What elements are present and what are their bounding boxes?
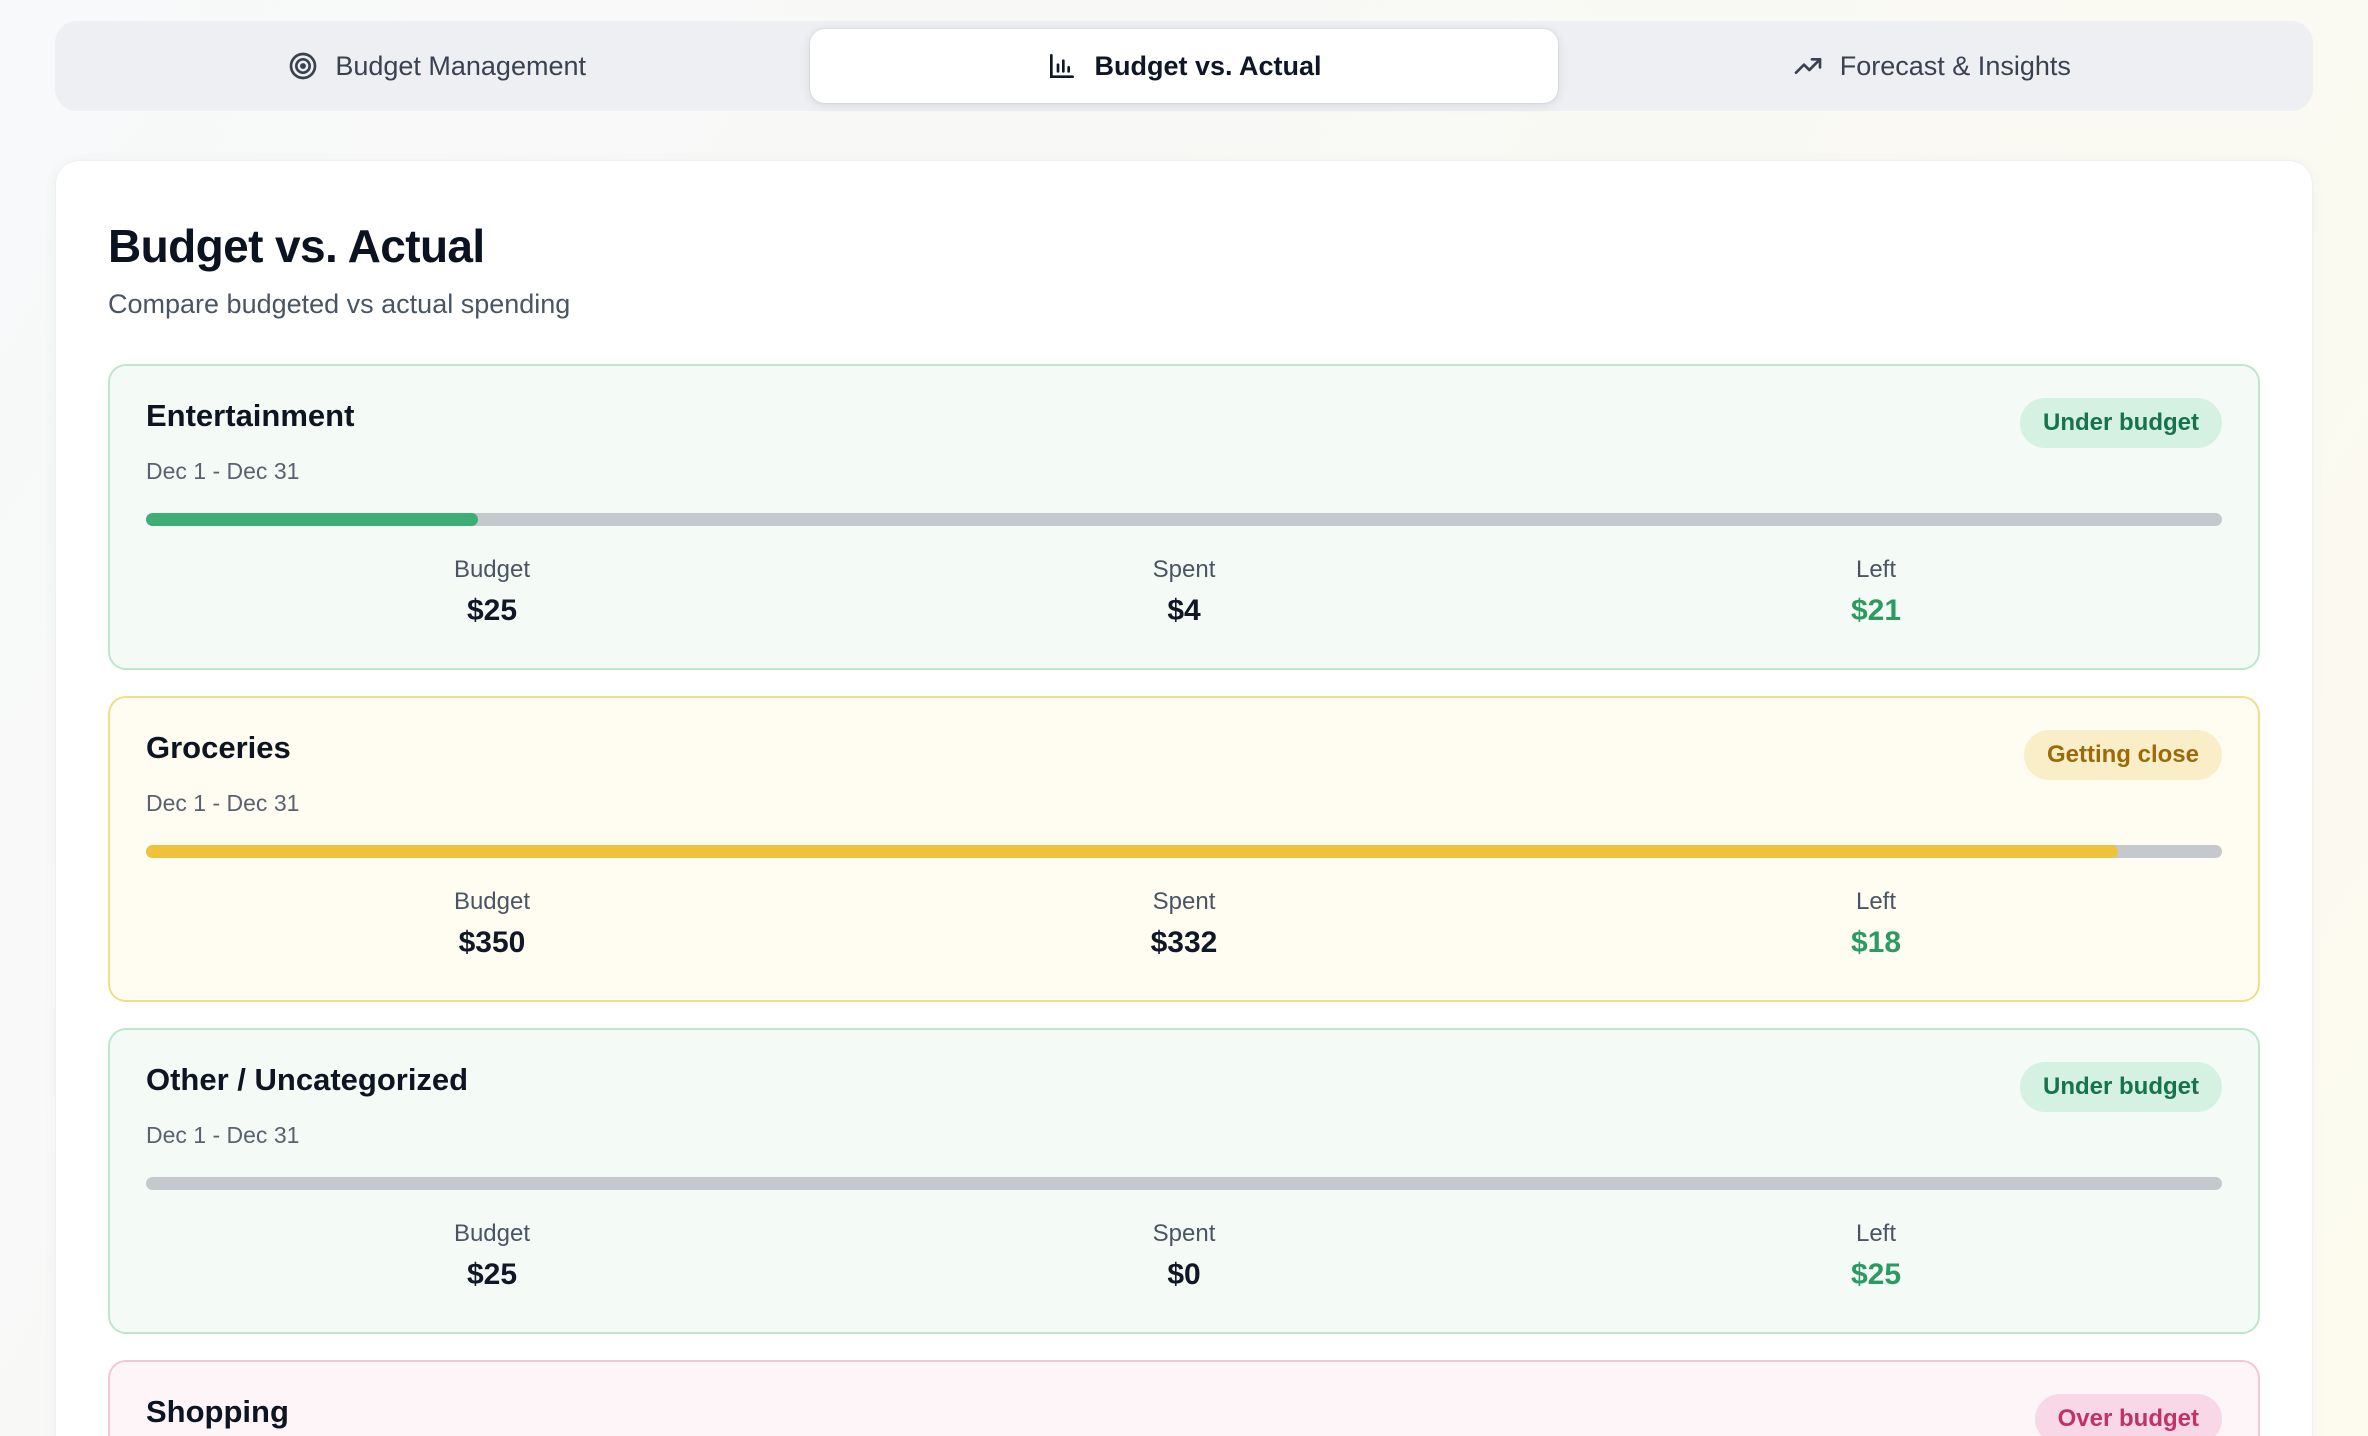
progress-bar xyxy=(146,845,2222,858)
tab-bar: Budget Management Budget vs. Actual Fore… xyxy=(55,21,2313,111)
left-label: Left xyxy=(1855,888,1897,915)
category-card-groceries: Groceries Getting close Dec 1 - Dec 31 B… xyxy=(108,696,2260,1002)
tab-forecast-insights[interactable]: Forecast & Insights xyxy=(1558,29,2305,103)
progress-bar xyxy=(146,513,2222,526)
left-label: Left xyxy=(1855,1220,1897,1247)
target-icon xyxy=(287,50,319,82)
category-list: Entertainment Under budget Dec 1 - Dec 3… xyxy=(108,364,2260,1436)
category-card-entertainment: Entertainment Under budget Dec 1 - Dec 3… xyxy=(108,364,2260,670)
spent-label: Spent xyxy=(1152,888,1216,915)
progress-fill xyxy=(146,513,479,526)
tab-label: Budget Management xyxy=(335,50,586,81)
budget-vs-actual-panel: Budget vs. Actual Compare budgeted vs ac… xyxy=(55,160,2313,1436)
status-badge: Under budget xyxy=(2020,1062,2222,1112)
category-card-shopping: Shopping Over budget Dec 1 - Dec 31 Budg… xyxy=(108,1360,2260,1436)
left-label: Left xyxy=(1855,556,1897,583)
spent-value: $0 xyxy=(1167,1258,1201,1291)
left-value: $21 xyxy=(1850,594,1902,627)
status-badge: Getting close xyxy=(2023,730,2222,780)
category-name: Groceries xyxy=(146,730,291,765)
page-subtitle: Compare budgeted vs actual spending xyxy=(108,289,571,319)
category-period: Dec 1 - Dec 31 xyxy=(146,458,300,484)
category-stats: Budget $25 Spent $0 Left $25 xyxy=(146,1220,2222,1292)
progress-bar xyxy=(146,1177,2222,1190)
category-stats: Budget $25 Spent $4 Left $21 xyxy=(146,556,2222,628)
category-period: Dec 1 - Dec 31 xyxy=(146,790,300,816)
category-name: Other / Uncategorized xyxy=(146,1062,469,1097)
budget-label: Budget xyxy=(453,556,531,583)
tab-budget-vs-actual[interactable]: Budget vs. Actual xyxy=(810,29,1558,103)
category-stats: Budget $350 Spent $332 Left $18 xyxy=(146,888,2222,960)
budget-value: $350 xyxy=(458,926,526,959)
spent-label: Spent xyxy=(1152,556,1216,583)
spent-value: $332 xyxy=(1150,926,1218,959)
status-badge: Over budget xyxy=(2034,1394,2222,1436)
category-name: Shopping xyxy=(146,1394,289,1429)
status-badge: Under budget xyxy=(2020,398,2222,448)
page-title: Budget vs. Actual xyxy=(108,220,485,272)
left-value: $25 xyxy=(1850,1258,1902,1291)
left-value: $18 xyxy=(1850,926,1902,959)
category-period: Dec 1 - Dec 31 xyxy=(146,1122,300,1148)
tab-budget-management[interactable]: Budget Management xyxy=(63,29,810,103)
tab-label: Forecast & Insights xyxy=(1839,50,2071,81)
category-card-other-uncategorized: Other / Uncategorized Under budget Dec 1… xyxy=(108,1028,2260,1334)
progress-fill xyxy=(146,845,2119,858)
spent-label: Spent xyxy=(1152,1220,1216,1247)
budget-value: $25 xyxy=(466,594,518,627)
budget-label: Budget xyxy=(453,888,531,915)
category-name: Entertainment xyxy=(146,398,355,433)
budget-value: $25 xyxy=(466,1258,518,1291)
budget-label: Budget xyxy=(453,1220,531,1247)
spent-value: $4 xyxy=(1167,594,1201,627)
trending-up-icon xyxy=(1792,50,1824,82)
tab-label: Budget vs. Actual xyxy=(1094,50,1322,81)
bar-chart-icon xyxy=(1046,50,1078,82)
